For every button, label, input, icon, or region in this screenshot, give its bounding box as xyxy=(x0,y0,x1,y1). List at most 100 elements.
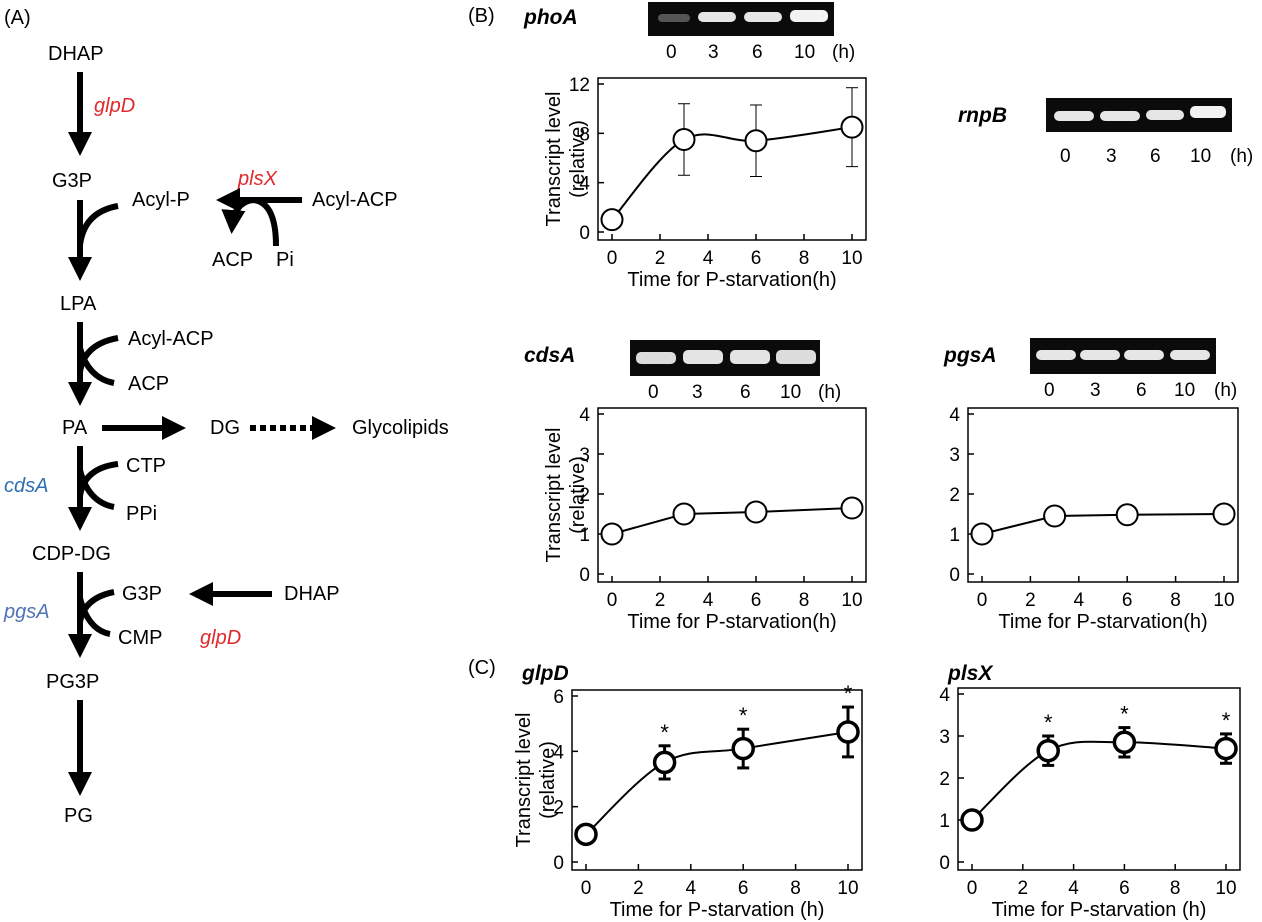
y-axis-label: (relative) xyxy=(567,456,589,534)
x-tick-label: 2 xyxy=(655,590,666,611)
data-point xyxy=(970,522,994,546)
y-tick-label: 1 xyxy=(949,525,960,546)
node-g3p: G3P xyxy=(52,170,92,192)
chart-glpd: 0 2 4 6 0 2 4 6 8 10 Time for P-starvation (h) Tran… xyxy=(513,662,863,921)
x-tick-label: 0 xyxy=(977,590,988,611)
node-ctp: CTP xyxy=(126,455,166,477)
series-line xyxy=(971,740,1227,821)
y-axis-label: (relative) xyxy=(537,741,559,819)
data-point xyxy=(1212,502,1236,526)
data-point xyxy=(840,496,864,520)
x-tick-label: 6 xyxy=(1122,590,1133,611)
gel-unit-label: (h) xyxy=(832,42,855,63)
y-tick-label: 2 xyxy=(579,485,590,506)
y-tick-label: 2 xyxy=(553,798,564,819)
y-tick-label: 3 xyxy=(939,727,950,748)
significance-mark: * xyxy=(660,720,669,745)
x-tick-label: 10 xyxy=(841,590,862,611)
gel-lane-label: 0 xyxy=(1060,146,1071,167)
gel-band xyxy=(1124,350,1164,360)
gel-band xyxy=(698,12,736,22)
x-tick-label: 8 xyxy=(799,590,810,611)
gel-lane-label: 6 xyxy=(740,382,751,403)
x-axis-label: Time for P-starvation(h) xyxy=(627,269,836,291)
y-tick-label: 3 xyxy=(579,445,590,466)
y-tick-label: 0 xyxy=(553,853,564,874)
plot-frame xyxy=(597,77,867,241)
data-point xyxy=(574,822,598,847)
gel-band xyxy=(790,10,828,22)
data-point xyxy=(744,129,768,153)
node-pg: PG xyxy=(64,805,93,827)
y-axis-label: Transcript level xyxy=(513,713,535,848)
x-axis-label: Time for P-starvation (h) xyxy=(992,899,1207,921)
gel-band xyxy=(730,350,770,364)
node-pi: Pi xyxy=(276,249,294,271)
gel-unit-label: (h) xyxy=(1230,146,1253,167)
x-axis-label: Time for P-starvation(h) xyxy=(998,611,1207,633)
gel-pgsa-label: pgsA xyxy=(943,344,997,367)
gel-lane-label: 0 xyxy=(648,382,659,403)
gel-lane-label: 0 xyxy=(666,42,677,63)
gel-band xyxy=(744,12,782,22)
gel-lane-label: 6 xyxy=(752,42,763,63)
y-tick-label: 3 xyxy=(949,445,960,466)
x-axis-label: Time for P-starvation (h) xyxy=(610,899,825,921)
gel-cdsa: cdsA 0 3 6 10 (h) xyxy=(524,340,841,403)
series-line xyxy=(611,126,853,221)
data-point xyxy=(840,115,864,139)
curve-g3p-cmp xyxy=(77,589,115,637)
gel-lane-label: 10 xyxy=(794,42,815,63)
gel-phoa: phoA 0 3 6 10 (h) xyxy=(523,2,855,63)
x-tick-label: 4 xyxy=(1068,878,1079,899)
x-tick-label: 0 xyxy=(967,878,978,899)
gel-band xyxy=(1146,110,1184,120)
gel-band xyxy=(1080,350,1120,360)
node-acp-1: ACP xyxy=(212,249,253,271)
panel-label-c: (C) xyxy=(468,657,496,679)
gel-band xyxy=(1054,111,1094,121)
x-tick-label: 6 xyxy=(751,248,762,269)
x-tick-label: 6 xyxy=(1119,878,1130,899)
x-tick-label: 0 xyxy=(607,248,618,269)
x-tick-label: 4 xyxy=(686,878,697,899)
gel-lane-label: 3 xyxy=(692,382,703,403)
gel-lane-label: 3 xyxy=(1106,146,1117,167)
node-pg3p: PG3P xyxy=(46,671,99,693)
data-point xyxy=(600,208,624,232)
plot-frame xyxy=(597,407,867,583)
x-tick-label: 8 xyxy=(799,248,810,269)
gel-cdsa-label: cdsA xyxy=(524,344,575,367)
significance-mark: * xyxy=(1120,702,1129,727)
gel-phoa-label: phoA xyxy=(523,6,578,29)
node-lpa: LPA xyxy=(60,293,97,315)
y-tick-label: 4 xyxy=(579,174,590,195)
curve-ctp-ppi xyxy=(77,461,119,510)
y-tick-label: 6 xyxy=(553,687,564,708)
x-tick-label: 2 xyxy=(1018,878,1029,899)
x-tick-label: 0 xyxy=(607,590,618,611)
gel-unit-label: (h) xyxy=(1214,380,1237,401)
x-tick-label: 2 xyxy=(655,248,666,269)
data-point xyxy=(600,522,624,546)
node-cdp-dg: CDP-DG xyxy=(32,543,111,565)
y-tick-label: 2 xyxy=(939,769,950,790)
chart-pgsa: 0 1 2 3 4 0 2 4 6 8 10 Time for P-starvation(h) xyxy=(949,405,1239,633)
node-acyl-acp-1: Acyl-ACP xyxy=(312,189,398,211)
x-tick-label: 8 xyxy=(1170,878,1181,899)
series-line xyxy=(585,730,849,836)
significance-mark: * xyxy=(1222,708,1231,733)
enzyme-pgsa: pgsA xyxy=(3,601,50,623)
gel-rnpb: rnpB 0 3 6 10 (h) xyxy=(958,98,1253,167)
enzyme-plsx: plsX xyxy=(237,168,278,190)
curve-pi-acp xyxy=(221,196,279,247)
data-point xyxy=(672,128,696,151)
node-glycolipids: Glycolipids xyxy=(352,417,449,439)
data-point xyxy=(652,750,677,775)
chart-title: plsX xyxy=(947,662,994,685)
y-tick-label: 1 xyxy=(579,525,590,546)
data-point xyxy=(960,808,984,832)
node-dhap: DHAP xyxy=(48,43,104,65)
y-tick-label: 0 xyxy=(939,853,950,874)
